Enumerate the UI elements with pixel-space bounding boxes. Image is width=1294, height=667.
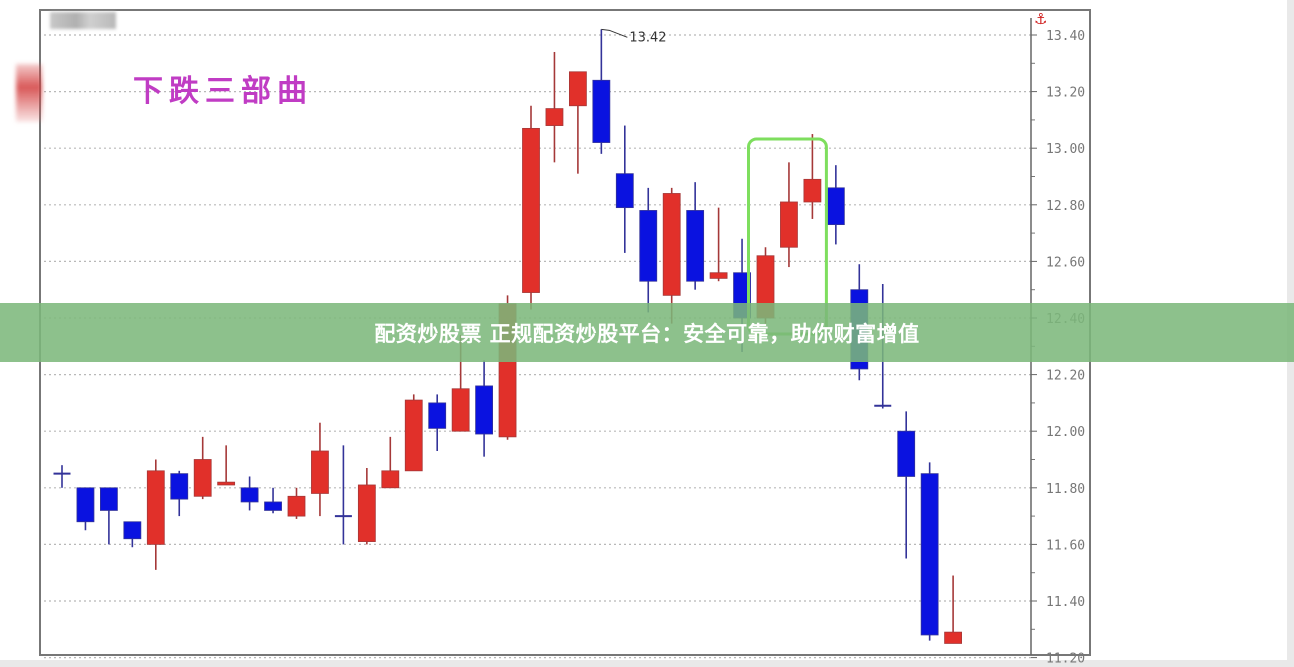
y-tick-label: 13.40 <box>1046 29 1085 44</box>
blurred-red-mark <box>16 64 42 122</box>
annotation-leader <box>601 28 628 38</box>
chart-title: 下跌三部曲 <box>133 74 313 109</box>
candle-body <box>100 487 118 511</box>
candle-body <box>428 402 447 429</box>
candle-body <box>920 473 939 636</box>
candle-body <box>123 521 142 540</box>
y-tick-label: 11.20 <box>1046 652 1085 667</box>
y-tick-label: 13.20 <box>1046 86 1085 101</box>
candle-body <box>193 459 212 497</box>
candle-body <box>217 481 236 486</box>
candle-body <box>76 487 95 523</box>
candle-body <box>311 450 329 494</box>
candle-body <box>381 470 400 489</box>
candle-body <box>146 470 165 545</box>
y-tick-label: 11.80 <box>1046 482 1085 497</box>
y-tick-label: 11.40 <box>1046 595 1085 610</box>
candle-body <box>826 187 845 226</box>
candle-body <box>686 210 705 282</box>
annotation-label: 13.42 <box>629 30 666 45</box>
banner-text: 配资炒股票 正规配资炒股平台：安全可靠，助你财富增值 <box>374 321 920 346</box>
y-tick-label: 12.20 <box>1046 369 1085 384</box>
candle-body <box>803 178 822 203</box>
ad-banner[interactable]: 配资炒股票 正规配资炒股平台：安全可靠，助你财富增值 <box>0 303 1294 362</box>
anchor-icon: ⚓ <box>1034 10 1047 28</box>
y-tick-label: 12.80 <box>1046 199 1085 214</box>
candle-body <box>615 173 634 209</box>
candle-body <box>944 631 962 644</box>
candle-body <box>264 501 282 511</box>
candle-body <box>709 272 728 279</box>
candle-body <box>240 487 259 503</box>
candle-body <box>287 495 306 517</box>
candle-body <box>569 71 587 107</box>
candle-body <box>170 473 189 500</box>
candle-body <box>639 210 658 282</box>
candle-body <box>662 193 681 296</box>
y-tick-label: 13.00 <box>1046 142 1085 157</box>
candle-body <box>475 385 494 435</box>
candle-body <box>357 484 376 542</box>
candle-body <box>404 399 423 472</box>
candle-body <box>451 388 470 432</box>
candle-body <box>522 127 540 293</box>
y-tick-label: 12.60 <box>1046 255 1085 270</box>
candle-body <box>592 79 611 143</box>
candle-body <box>897 430 916 477</box>
blurred-logo <box>50 12 116 29</box>
y-tick-label: 12.00 <box>1046 425 1085 440</box>
y-tick-label: 11.60 <box>1046 538 1085 553</box>
candle-body <box>780 201 798 248</box>
candle-body <box>545 108 564 126</box>
